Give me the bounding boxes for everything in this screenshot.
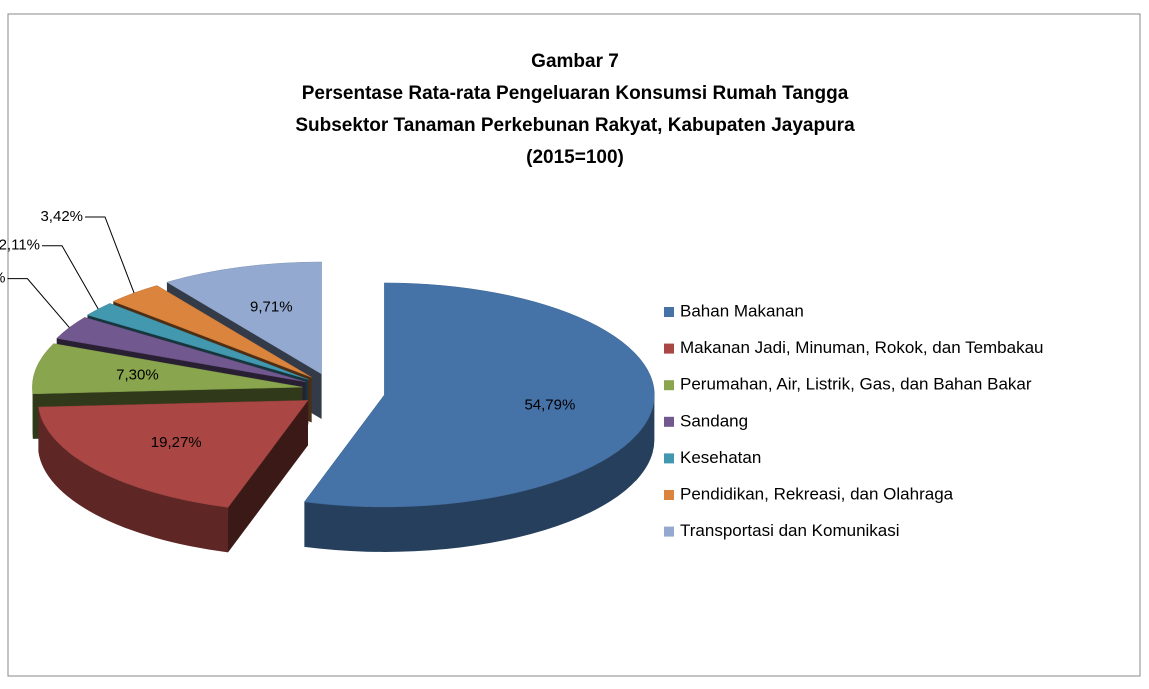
legend-swatch	[664, 307, 674, 317]
data-label: 7,30%	[116, 366, 159, 383]
legend-swatch	[664, 527, 674, 537]
legend-label: Kesehatan	[680, 448, 761, 467]
legend-label: Perumahan, Air, Listrik, Gas, dan Bahan …	[680, 375, 1032, 394]
data-label: 54,79%	[524, 396, 575, 413]
chart-title: Persentase Rata-rata Pengeluaran Konsums…	[302, 83, 849, 104]
legend-label: Pendidikan, Rekreasi, dan Olahraga	[680, 484, 954, 503]
legend-label: Sandang	[680, 411, 748, 430]
legend-swatch	[664, 453, 674, 463]
chart-title: Gambar 7	[531, 51, 619, 72]
chart-title: Subsektor Tanaman Perkebunan Rakyat, Kab…	[295, 115, 855, 136]
legend-label: Transportasi dan Komunikasi	[680, 521, 900, 540]
chart-title: (2015=100)	[526, 147, 624, 168]
data-label: 9,71%	[250, 299, 293, 316]
legend-swatch	[664, 417, 674, 427]
data-label: 2,11%	[0, 237, 40, 254]
legend-label: Makanan Jadi, Minuman, Rokok, dan Tembak…	[680, 338, 1044, 357]
legend-label: Bahan Makanan	[680, 301, 804, 320]
data-label: 19,27%	[151, 434, 202, 451]
data-label: 3,41%	[0, 270, 5, 287]
legend-swatch	[664, 490, 674, 500]
legend-swatch	[664, 344, 674, 354]
data-label: 3,42%	[40, 208, 83, 225]
legend-swatch	[664, 380, 674, 390]
